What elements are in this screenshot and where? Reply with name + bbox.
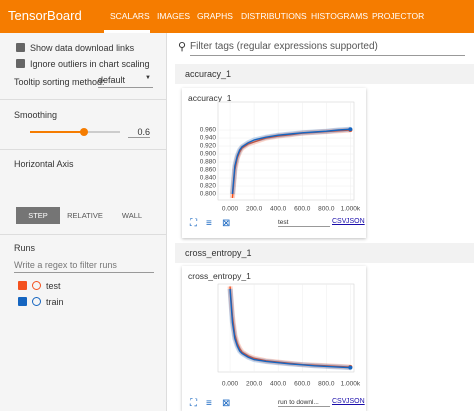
section-header: accuracy_1 <box>175 64 474 84</box>
x-tick-label: 400.0 <box>270 381 287 388</box>
plot-area <box>217 283 355 373</box>
axis-button[interactable]: WALL <box>121 211 143 220</box>
x-tick-label: 400.0 <box>270 206 287 213</box>
app-title: TensorBoard <box>8 8 82 23</box>
x-tick-label: 200.0 <box>246 381 263 388</box>
chart-title: cross_entropy_1 <box>188 271 251 281</box>
chart-icon[interactable]: ⊠ <box>222 218 231 229</box>
search-icon: ⚲ <box>178 41 187 53</box>
y-tick-label: 0.800 <box>200 191 217 198</box>
x-tick-label: 1.000k <box>341 206 361 213</box>
run-select[interactable]: test <box>278 219 330 227</box>
axis-button[interactable]: STEP <box>16 207 60 224</box>
end-dot <box>348 127 353 132</box>
run-color <box>32 297 41 306</box>
slider-thumb[interactable] <box>80 128 88 136</box>
tab[interactable]: HISTOGRAMS <box>311 11 368 21</box>
option-label: Show data download links <box>30 43 135 53</box>
chart: 0.000 200.0 400.0 600.0 800.0 1.000k <box>217 283 361 388</box>
chart-card: cross_entropy_1 0.000 200.0 400.0 600.0 800.0… <box>182 266 366 411</box>
y-tick-label: 0.820 <box>200 183 217 190</box>
checkbox[interactable] <box>16 59 25 68</box>
chart-icon[interactable]: ⛶ <box>190 218 197 229</box>
run-checkbox[interactable] <box>18 281 27 290</box>
tab[interactable]: GRAPHS <box>197 11 233 21</box>
y-tick-label: 0.860 <box>200 167 217 174</box>
chart-icon[interactable]: ≡ <box>206 398 212 409</box>
csv-link[interactable]: CSV <box>332 218 347 225</box>
section-label: Horizontal Axis <box>14 159 74 169</box>
tab[interactable]: PROJECTOR <box>372 11 425 21</box>
run-checkbox[interactable] <box>18 297 27 306</box>
x-tick-label: 800.0 <box>318 381 335 388</box>
select-value: test <box>278 219 289 226</box>
y-tick-label: 0.880 <box>200 159 217 166</box>
dropdown-arrow: ▼ <box>145 75 151 81</box>
chart-icon[interactable]: ⊠ <box>222 398 231 409</box>
divider <box>0 234 166 235</box>
y-tick-label: 0.840 <box>200 175 217 182</box>
x-tick-label: 200.0 <box>246 206 263 213</box>
csv-link[interactable]: CSV <box>332 398 347 405</box>
y-tick-label: 0.900 <box>200 151 217 158</box>
tab[interactable]: DISTRIBUTIONS <box>241 11 307 21</box>
section-header: cross_entropy_1 <box>175 243 474 263</box>
tab[interactable]: IMAGES <box>157 11 191 21</box>
smoothing-value[interactable]: 0.6 <box>128 127 150 138</box>
divider <box>0 149 166 150</box>
series-line <box>231 128 351 195</box>
top-bar: TensorBoard SCALARS IMAGES GRAPHS DISTRIBUT… <box>0 0 474 33</box>
x-tick-label: 800.0 <box>318 206 335 213</box>
x-tick-label: 1.000k <box>341 381 361 388</box>
sidebar: Show data download links Ignore outliers… <box>0 33 167 411</box>
x-tick-label: 600.0 <box>294 206 311 213</box>
chart-icon[interactable]: ≡ <box>206 218 212 229</box>
chart-title: accuracy_1 <box>188 93 232 103</box>
checkbox[interactable] <box>16 43 25 52</box>
tag-filter[interactable]: Filter tags (regular expressions support… <box>190 41 465 56</box>
series-line <box>229 288 351 369</box>
axis-button[interactable]: RELATIVE <box>67 211 103 220</box>
section-label: Smoothing <box>14 110 58 120</box>
chart-card: accuracy_1 0.800 0.820 0.840 0.860 0.880 0.900… <box>182 88 366 238</box>
run-name: test <box>46 281 61 291</box>
x-tick-label: 0.000 <box>222 206 239 213</box>
select-value: run to downl... <box>278 399 319 406</box>
run-color <box>32 281 41 290</box>
tooltip-label: Tooltip sorting method: <box>14 77 105 87</box>
divider <box>0 99 166 100</box>
run-select[interactable]: run to downl... <box>278 399 330 407</box>
x-tick-label: 600.0 <box>294 381 311 388</box>
json-link[interactable]: JSON <box>346 398 365 405</box>
json-link[interactable]: JSON <box>346 218 365 225</box>
chart: 0.8000.8200.8400.8600.8800.9000.9200.940… <box>200 101 361 213</box>
y-tick-label: 0.940 <box>200 135 217 142</box>
run-name: train <box>46 297 64 307</box>
y-tick-label: 0.920 <box>200 143 217 150</box>
select-value: default <box>98 75 126 85</box>
chart-icon[interactable]: ⛶ <box>190 398 197 409</box>
end-dot <box>348 365 353 370</box>
slider-fill <box>30 131 84 133</box>
tab[interactable]: SCALARS <box>110 11 150 21</box>
x-tick-label: 0.000 <box>222 381 239 388</box>
section-label: Runs <box>14 243 36 253</box>
y-tick-label: 0.960 <box>200 127 217 134</box>
tooltip-select[interactable]: default ▼ <box>98 75 153 88</box>
option-label: Ignore outliers in chart scaling <box>30 59 150 69</box>
tab-underline <box>104 30 150 33</box>
runs-filter[interactable]: Write a regex to filter runs <box>14 260 154 273</box>
